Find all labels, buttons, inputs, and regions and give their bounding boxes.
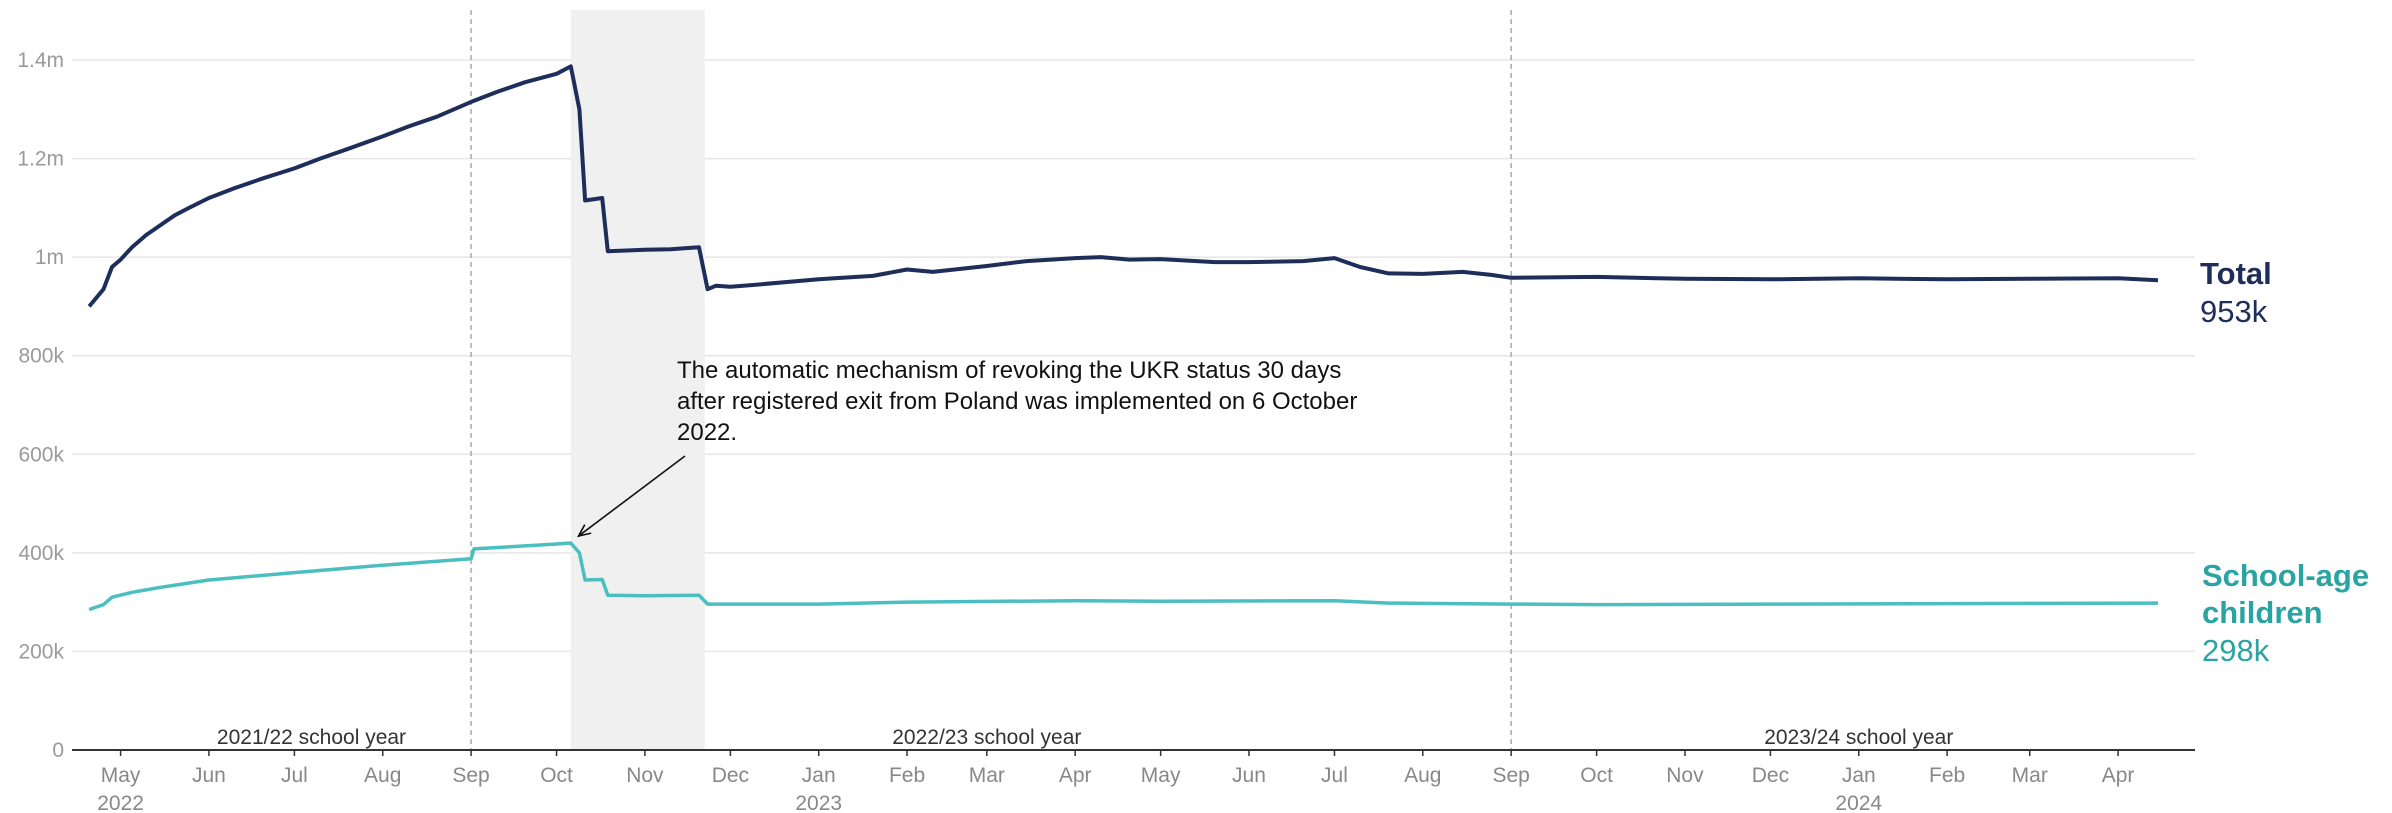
x-tick-label: Sep [452, 764, 489, 787]
x-tick-label: Dec [712, 764, 749, 787]
x-tick-label: Feb [889, 764, 925, 787]
x-tick-label: Jan [802, 764, 836, 787]
end-label-value: 298k [2202, 633, 2270, 668]
x-tick-label: Jun [192, 764, 226, 787]
y-tick-label: 1.4m [17, 49, 64, 72]
series-lines [87, 64, 2159, 612]
x-tick-label: Oct [1580, 764, 1613, 787]
x-tick-year: 2023 [795, 792, 842, 813]
end-label-name: School-age [2202, 558, 2369, 593]
school-year-label: 2022/23 school year [892, 726, 1081, 749]
y-tick-label: 800k [18, 345, 64, 368]
x-axis: May 2022 Jun Jul Aug Sep Oct Nov Dec Jan 2023 Feb Ma… [97, 750, 2134, 813]
school-year-labels: 2021/22 school year 2022/23 school year 20… [217, 726, 1953, 749]
x-tick-label: Jun [1232, 764, 1266, 787]
x-tick-label: Jan [1842, 764, 1876, 787]
y-tick-label: 0 [52, 739, 64, 762]
x-tick-label: Jul [1321, 764, 1348, 787]
end-label-value: 953k [2200, 294, 2268, 329]
end-label-name: children [2202, 595, 2323, 630]
x-tick-label: Jul [281, 764, 308, 787]
y-tick-label: 600k [18, 443, 64, 466]
x-tick-label: Aug [1404, 764, 1441, 787]
x-tick-label: Mar [969, 764, 1005, 787]
x-tick-label: Apr [1059, 764, 1092, 787]
y-tick-label: 400k [18, 542, 64, 565]
shaded-period [570, 10, 705, 750]
x-tick-year: 2024 [1835, 792, 1882, 813]
x-tick-label: Nov [1666, 764, 1704, 787]
x-tick-year: 2022 [97, 792, 144, 813]
y-tick-label: 1m [35, 246, 64, 269]
annotation-arrowhead [576, 524, 592, 538]
annotation-text-line: The automatic mechanism of revoking the … [677, 357, 1341, 384]
annotation-text-line: after registered exit from Poland was im… [677, 388, 1357, 415]
gridlines [72, 59, 2195, 653]
end-label-name: Total [2200, 256, 2272, 291]
school-year-label: 2021/22 school year [217, 726, 406, 749]
series-line-school-age-children [88, 541, 2159, 612]
series-line-total [87, 64, 2159, 308]
school-year-dividers [470, 10, 1512, 750]
annotation-text-line: 2022. [677, 419, 737, 446]
x-tick-label: May [1141, 764, 1181, 787]
x-tick-label: Apr [2102, 764, 2135, 787]
x-tick-label: Oct [540, 764, 573, 787]
x-tick-label: Aug [364, 764, 401, 787]
shaded-region [570, 10, 705, 750]
x-tick-label: May [101, 764, 141, 787]
x-tick-label: Mar [2012, 764, 2048, 787]
y-tick-label: 1.2m [17, 148, 64, 171]
school-year-label: 2023/24 school year [1764, 726, 1953, 749]
x-tick-label: Sep [1492, 764, 1529, 787]
x-tick-label: Feb [1929, 764, 1965, 787]
y-tick-label: 200k [18, 640, 64, 663]
x-tick-label: Dec [1752, 764, 1789, 787]
x-tick-label: Nov [626, 764, 664, 787]
annotation: The automatic mechanism of revoking the … [576, 357, 1357, 538]
annotation-arrow [578, 455, 686, 537]
y-axis: 0 200k 400k 600k 800k 1m 1.2m 1.4m [17, 49, 64, 762]
